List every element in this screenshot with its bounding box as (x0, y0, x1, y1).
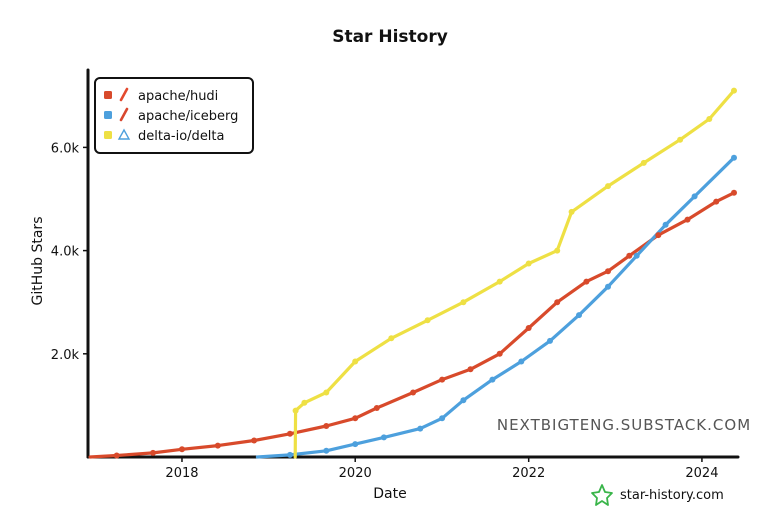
data-point-apache-iceberg (439, 415, 446, 422)
iceberg-logo-icon (119, 107, 129, 122)
data-point-delta-io-delta (301, 399, 308, 406)
data-point-apache-hudi (150, 449, 156, 456)
data-point-apache-hudi (626, 252, 633, 259)
data-point-apache-hudi (251, 437, 258, 444)
data-point-apache-hudi (439, 376, 446, 383)
data-point-apache-iceberg (352, 441, 359, 448)
data-point-apache-hudi (583, 278, 590, 285)
legend-box (94, 77, 254, 154)
data-point-apache-hudi (684, 216, 691, 223)
legend-item: delta-io/delta (104, 128, 225, 144)
data-point-delta-io-delta (496, 278, 503, 285)
y-axis-label: GitHub Stars (30, 217, 46, 306)
data-point-delta-io-delta (424, 317, 431, 324)
data-point-apache-iceberg (489, 376, 496, 383)
legend-label: apache/hudi (138, 89, 218, 104)
data-point-apache-iceberg (460, 397, 467, 404)
legend-item: apache/hudi (104, 87, 218, 104)
legend-swatch (104, 111, 112, 119)
data-point-apache-hudi (467, 366, 474, 373)
data-point-apache-hudi (605, 268, 611, 275)
data-point-apache-hudi (373, 405, 380, 411)
legend-swatch (104, 91, 112, 99)
data-point-delta-io-delta (352, 358, 359, 365)
y-tick-label: 6.0k (51, 141, 80, 156)
data-point-apache-hudi (214, 442, 221, 449)
star-history-logo-icon (591, 484, 613, 506)
data-point-apache-hudi (113, 452, 120, 459)
data-point-apache-iceberg (605, 283, 611, 290)
data-point-apache-hudi (655, 232, 662, 239)
data-point-apache-hudi (525, 325, 532, 331)
y-tick-label: 2.0k (51, 348, 80, 363)
data-point-apache-hudi (713, 198, 720, 205)
data-point-apache-iceberg (518, 358, 525, 365)
data-point-apache-iceberg (323, 447, 330, 454)
data-point-delta-io-delta (677, 136, 684, 143)
legend-swatch (104, 131, 112, 139)
data-point-delta-io-delta (554, 247, 561, 254)
x-tick-label: 2022 (512, 466, 545, 481)
data-point-delta-io-delta (388, 335, 395, 342)
x-tick-label: 2020 (339, 466, 372, 481)
data-point-delta-io-delta (706, 116, 713, 122)
y-tick-label: 4.0k (51, 245, 80, 260)
data-point-delta-io-delta (525, 260, 532, 267)
x-tick-label: 2018 (165, 466, 198, 481)
axes: 2018 2020 2022 2024 2.0k 4.0k 6.0k (51, 68, 740, 481)
data-point-apache-hudi (179, 446, 185, 453)
data-point-apache-iceberg (287, 451, 293, 458)
data-point-apache-iceberg (731, 154, 737, 161)
watermark-text: NEXTBIGTENG.SUBSTACK.COM (497, 416, 751, 434)
x-axis-label: Date (373, 486, 406, 502)
delta-logo-icon (117, 128, 131, 140)
x-tick-label: 2024 (685, 466, 718, 481)
data-point-delta-io-delta (323, 389, 330, 396)
data-point-apache-iceberg (662, 221, 669, 228)
legend: apache/hudi apache/iceberg delta-io/delta (94, 77, 254, 154)
series-line-apache-iceberg (255, 156, 736, 459)
data-point-apache-iceberg (380, 434, 387, 441)
data-point-apache-iceberg (576, 312, 582, 319)
legend-label: delta-io/delta (138, 129, 225, 144)
data-point-apache-hudi (554, 299, 561, 306)
data-point-delta-io-delta (605, 183, 611, 190)
series-line-delta-io-delta (293, 89, 736, 459)
star-history-brand[interactable]: star-history.com (591, 484, 724, 506)
legend-item: apache/iceberg (104, 107, 238, 124)
data-point-apache-iceberg (633, 252, 640, 259)
data-point-delta-io-delta (460, 299, 467, 306)
data-point-apache-hudi (410, 389, 417, 396)
data-point-delta-io-delta (292, 407, 299, 414)
data-point-apache-iceberg (691, 193, 698, 200)
data-point-delta-io-delta (731, 87, 737, 94)
data-point-delta-io-delta (568, 208, 575, 215)
star-history-link[interactable]: star-history.com (620, 488, 724, 503)
data-point-apache-iceberg (547, 337, 553, 344)
data-point-apache-hudi (496, 350, 503, 357)
data-point-delta-io-delta (640, 159, 647, 166)
data-point-apache-hudi (287, 430, 293, 437)
chart-title: Star History (332, 27, 448, 47)
data-point-apache-hudi (731, 189, 737, 196)
data-point-apache-hudi (323, 423, 330, 429)
data-point-apache-iceberg (417, 425, 424, 432)
data-point-apache-hudi (352, 415, 359, 422)
legend-label: apache/iceberg (138, 109, 238, 124)
series-points (113, 87, 737, 459)
hudi-logo-icon (119, 87, 129, 102)
